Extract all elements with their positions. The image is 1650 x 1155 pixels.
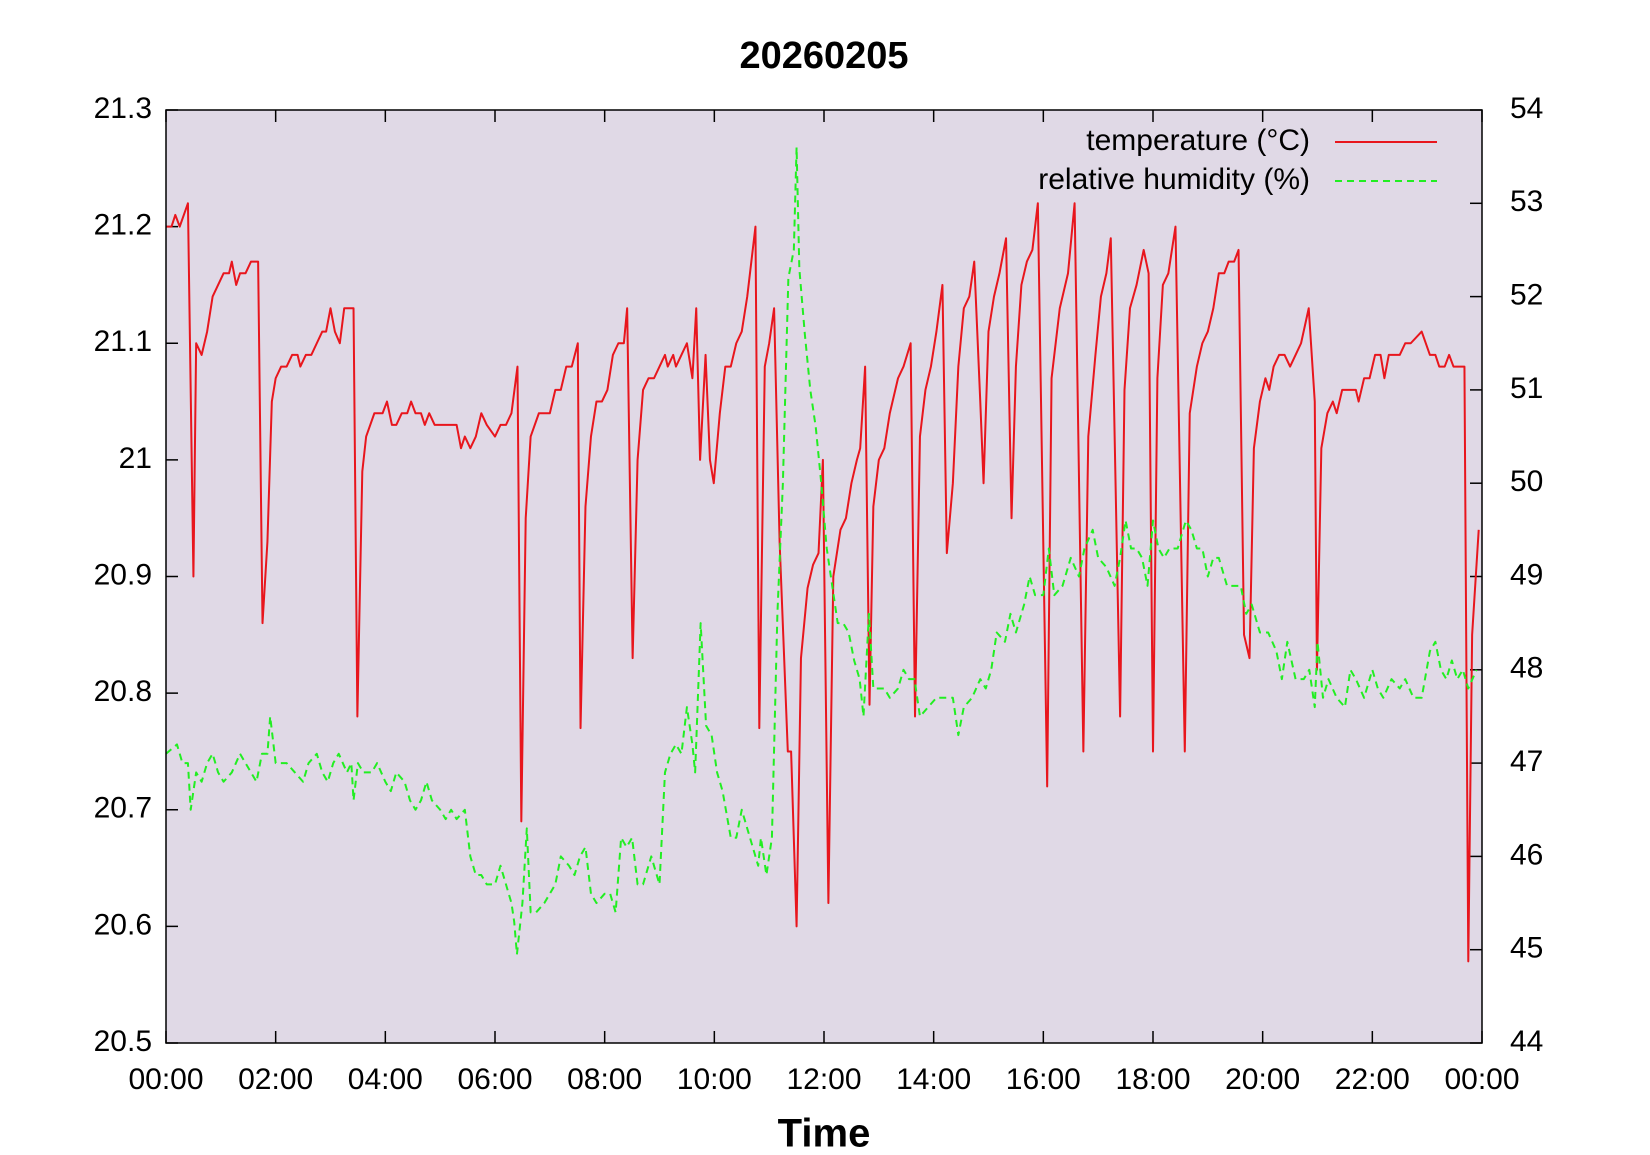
y-tick-label: 21.2: [94, 209, 152, 242]
y2-tick-label: 50: [1510, 465, 1543, 498]
y-tick-label: 20.5: [94, 1025, 152, 1058]
y-tick-label: 21.3: [94, 92, 152, 125]
chart-title: 20260205: [739, 35, 908, 77]
y2-tick-label: 49: [1510, 558, 1543, 591]
y2-tick-label: 48: [1510, 652, 1543, 685]
y2-tick-label: 52: [1510, 279, 1543, 312]
plot-frame: [165, 109, 1483, 1044]
data-line: [165, 146, 1478, 956]
x-axis-label: Time: [778, 1112, 871, 1155]
x-tick-label: 18:00: [1115, 1063, 1190, 1096]
x-tick-label: 20:00: [1225, 1063, 1300, 1096]
x-tick-label: 08:00: [567, 1063, 642, 1096]
y-tick-label: 20.7: [94, 792, 152, 825]
x-tick-label: 22:00: [1335, 1063, 1410, 1096]
x-tick-label: 10:00: [677, 1063, 752, 1096]
data-line: [166, 202, 1480, 963]
x-tick-label: 14:00: [896, 1063, 971, 1096]
y2-tick-label: 44: [1510, 1025, 1543, 1058]
y2-tick-label: 51: [1510, 372, 1543, 405]
y2-tick-label: 54: [1510, 92, 1543, 125]
y2-tick-label: 45: [1510, 932, 1543, 965]
y-tick-label: 20.8: [94, 675, 152, 708]
x-tick-label: 02:00: [238, 1063, 313, 1096]
y-tick-label: 21: [119, 442, 152, 475]
y2-tick-label: 46: [1510, 838, 1543, 871]
x-tick-label: 04:00: [348, 1063, 423, 1096]
x-tick-label: 16:00: [1006, 1063, 1081, 1096]
y-tick-label: 20.9: [94, 558, 152, 591]
y-tick-label: 21.1: [94, 325, 152, 358]
y2-tick-label: 47: [1510, 745, 1543, 778]
legend-label: relative humidity (%): [1038, 163, 1310, 196]
x-tick-label: 00:00: [128, 1063, 203, 1096]
y-tick-label: 20.6: [94, 908, 152, 941]
x-tick-label: 00:00: [1444, 1063, 1519, 1096]
y2-tick-label: 53: [1510, 185, 1543, 218]
legend-label: temperature (°C): [1086, 124, 1310, 157]
x-tick-label: 06:00: [457, 1063, 532, 1096]
x-tick-label: 12:00: [786, 1063, 861, 1096]
